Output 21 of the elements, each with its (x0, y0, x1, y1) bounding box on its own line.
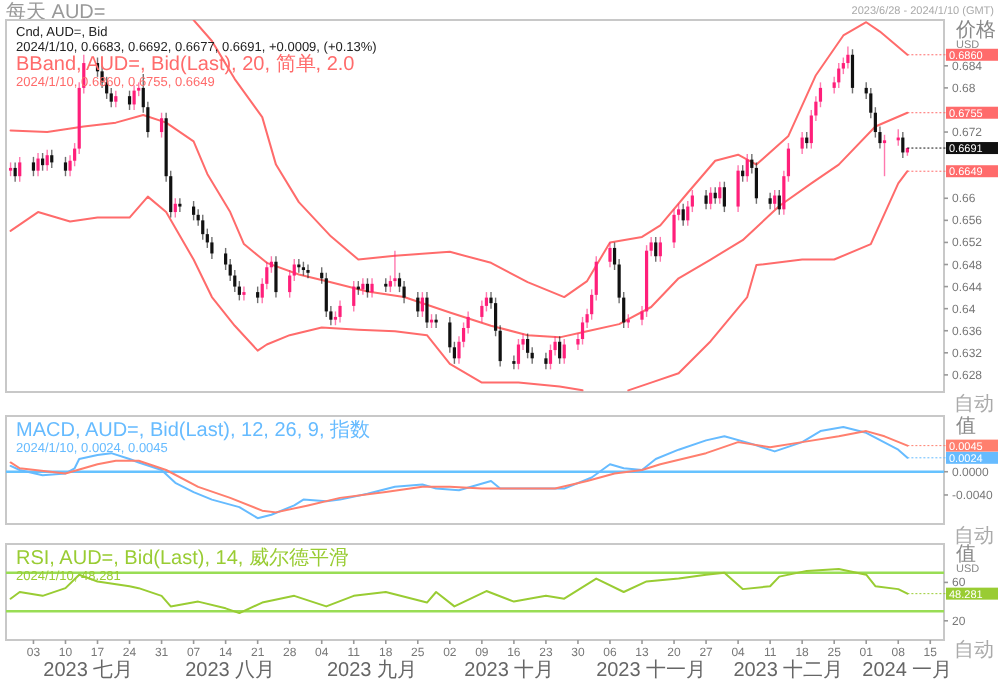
text: 每天 AUD= (6, 0, 106, 24)
candlestick (512, 354, 516, 371)
x2-tick-label: 2023 七月 (43, 658, 134, 680)
chart-title: RSI, AUD=, Bid(Last), 14, 威尔德平滑 (16, 546, 349, 570)
candlestick (306, 263, 310, 279)
chart-title: MACD, AUD=, Bid(Last), 12, 26, 9, 指数 (16, 418, 371, 442)
x2-tick-label: 2023 十一月 (596, 658, 707, 680)
y-axis-title: 值 (956, 416, 976, 438)
x2-tick-label: 2023 十月 (464, 658, 555, 680)
candlestick (576, 332, 580, 351)
x2-tick-label: 2023 九月 (327, 658, 418, 680)
text: 自动 (954, 638, 994, 662)
x2-tick-label: 2023 八月 (185, 660, 276, 680)
text: 自动 (954, 524, 994, 548)
x2-tick-label: 2024 一月 (862, 660, 953, 680)
text: 自动 (954, 392, 994, 416)
x2-tick-label: 2023 十二月 (733, 658, 844, 680)
candlestick (521, 332, 525, 351)
candlestick (242, 285, 246, 302)
candlestick (178, 197, 182, 213)
candlestick (489, 291, 493, 310)
